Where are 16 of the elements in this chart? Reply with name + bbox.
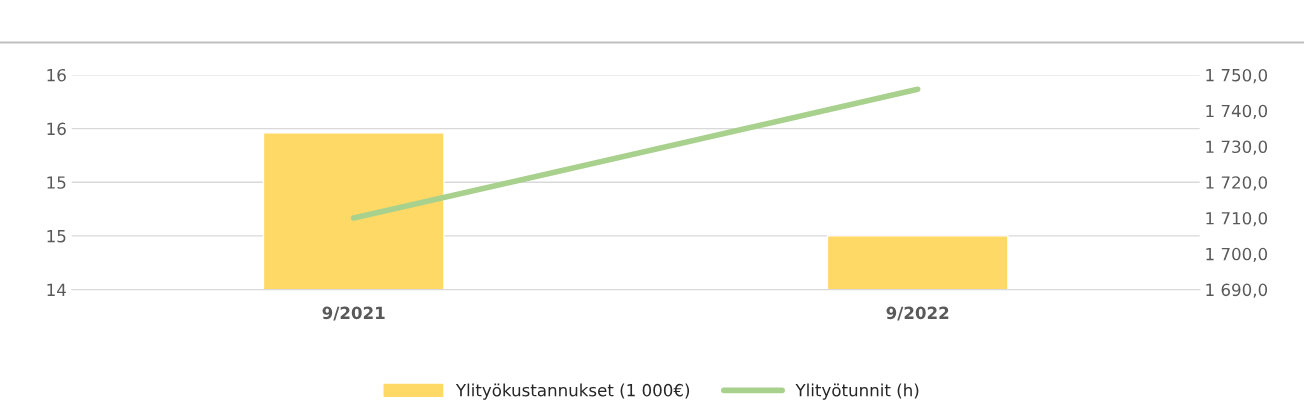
y2-tick-label: 1 730,0 [1206, 140, 1268, 155]
y2-tick-label: 1 750,0 [1206, 68, 1268, 84]
y2-tick-label: 1 700,0 [1206, 247, 1268, 263]
y-tick-label: 15 [47, 176, 66, 189]
y2-tick-label: 1 710,0 [1206, 211, 1268, 227]
x-tick-label: 9/2021 [322, 306, 385, 321]
y2-tick-label: 1 740,0 [1206, 104, 1268, 119]
y-tick-label: 14 [47, 283, 66, 296]
legend-label: Ylityökustannukset (1 000€) [455, 383, 690, 400]
y2-tick-label: 1 690,0 [1206, 283, 1268, 298]
y-tick-label: 16 [47, 68, 66, 82]
y2-tick-label: 1 720,0 [1206, 176, 1268, 191]
y-tick-label: 15 [47, 230, 66, 243]
y-tick-label: 16 [47, 122, 66, 136]
x-tick-label: 9/2022 [886, 306, 949, 321]
legend-label: Ylityötunnit (h) [795, 383, 919, 400]
